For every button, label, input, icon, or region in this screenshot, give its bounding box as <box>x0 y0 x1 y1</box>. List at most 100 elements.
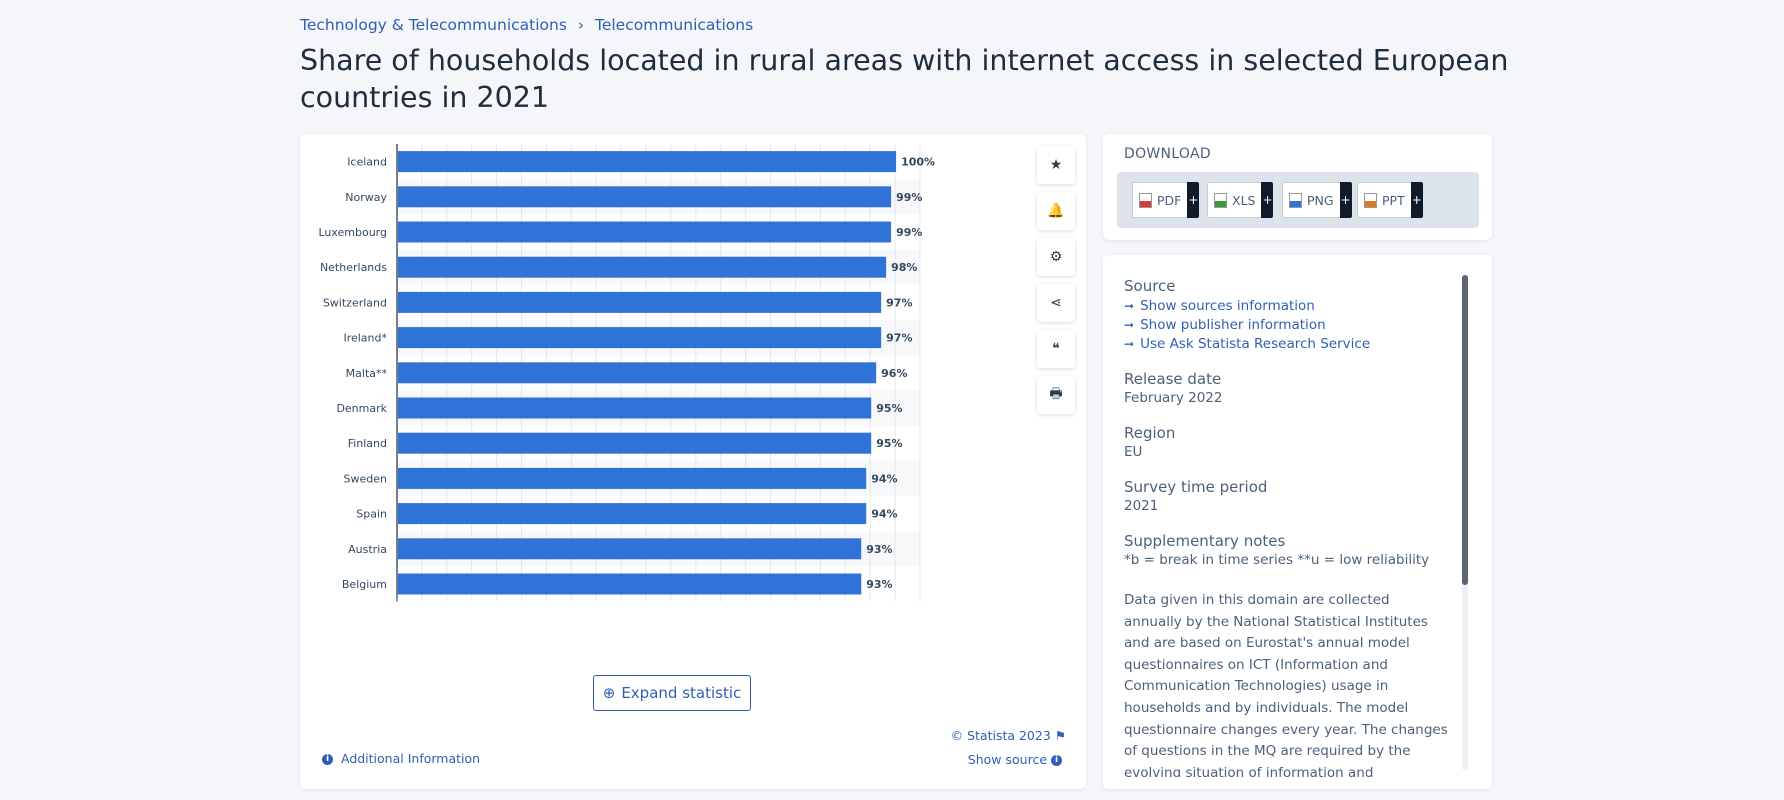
breadcrumb-category-link[interactable]: Technology & Telecommunications <box>300 16 567 34</box>
show-source-link[interactable]: Show source i <box>968 752 1066 767</box>
breadcrumb-separator: › <box>577 16 585 34</box>
pdf-file-icon <box>1139 192 1152 208</box>
download-ppt-button[interactable]: PPT + <box>1357 182 1423 218</box>
download-options-button[interactable]: + <box>1187 182 1200 218</box>
bar[interactable] <box>398 256 887 278</box>
category-label: Netherlands <box>320 261 387 274</box>
category-label: Norway <box>345 191 387 204</box>
xls-file-icon <box>1214 192 1227 208</box>
show-source-label: Show source <box>967 752 1048 767</box>
bar[interactable] <box>398 503 867 525</box>
bar[interactable] <box>398 327 882 349</box>
quote-button[interactable]: ❝ <box>1037 330 1075 368</box>
copyright-link[interactable]: © Statista 2023 ⚑ <box>951 728 1066 743</box>
category-label: Switzerland <box>323 296 387 309</box>
survey-period-value: 2021 <box>1124 498 1159 514</box>
category-label: Malta** <box>346 367 388 380</box>
download-title: DOWNLOAD <box>1124 146 1211 162</box>
gear-icon: ⚙ <box>1049 249 1063 265</box>
download-xls-main[interactable]: XLS <box>1207 182 1262 218</box>
survey-period-label: Survey time period <box>1124 478 1268 496</box>
category-label: Belgium <box>342 578 387 591</box>
bar[interactable] <box>398 362 877 384</box>
download-format-label: PDF <box>1157 192 1182 208</box>
quote-icon: ❝ <box>1052 341 1060 357</box>
download-pdf-button[interactable]: PDF + <box>1132 182 1200 218</box>
release-date-value: February 2022 <box>1124 390 1223 406</box>
gear-button[interactable]: ⚙ <box>1037 238 1075 276</box>
bar[interactable] <box>398 467 867 489</box>
link-label: Show publisher information <box>1140 317 1326 333</box>
data-label: 95% <box>876 437 902 450</box>
share-icon: ⋖ <box>1050 295 1062 311</box>
data-label: 93% <box>866 543 892 556</box>
bar[interactable] <box>398 432 872 454</box>
data-label: 94% <box>871 508 897 521</box>
category-label: Sweden <box>344 472 387 485</box>
star-button[interactable]: ★ <box>1037 146 1075 184</box>
download-png-main[interactable]: PNG <box>1282 182 1340 218</box>
breadcrumb-subcategory-link[interactable]: Telecommunications <box>595 16 754 34</box>
breadcrumb: Technology & Telecommunications › Teleco… <box>300 16 753 34</box>
bell-button[interactable]: 🔔 <box>1037 192 1075 230</box>
print-icon: 🖶 <box>1049 386 1063 402</box>
category-label: Iceland <box>347 156 387 169</box>
page-title: Share of households located in rural are… <box>300 44 1509 114</box>
bar[interactable] <box>398 538 862 560</box>
info-scrollbar[interactable] <box>1462 275 1468 770</box>
supplementary-notes-label: Supplementary notes <box>1124 532 1286 550</box>
arrow-right-icon: ➞ <box>1124 318 1135 332</box>
region-label: Region <box>1124 424 1176 442</box>
category-label: Ireland* <box>343 332 387 345</box>
print-button[interactable]: 🖶 <box>1037 376 1075 414</box>
additional-information-label: Additional Information <box>340 751 481 766</box>
download-card: DOWNLOAD PDF + XLS + PNG + PPT + <box>1103 134 1492 240</box>
data-label: 96% <box>881 367 907 380</box>
download-options-button[interactable]: + <box>1261 182 1274 218</box>
ask-statista-research-link[interactable]: ➞ Use Ask Statista Research Service <box>1124 336 1449 352</box>
bar[interactable] <box>398 221 892 243</box>
category-label: Finland <box>348 437 387 450</box>
category-label: Denmark <box>336 402 387 415</box>
copyright-text: © Statista 2023 <box>950 728 1051 743</box>
download-png-button[interactable]: PNG + <box>1282 182 1352 218</box>
download-format-label: XLS <box>1232 192 1256 208</box>
link-label: Use Ask Statista Research Service <box>1140 336 1371 352</box>
star-icon: ★ <box>1049 157 1063 173</box>
download-options-button[interactable]: + <box>1410 182 1423 218</box>
data-label: 97% <box>886 332 912 345</box>
data-label: 98% <box>891 261 917 274</box>
download-xls-button[interactable]: XLS + <box>1207 182 1274 218</box>
bar[interactable] <box>398 573 862 595</box>
info-icon: i <box>1051 755 1062 766</box>
category-label: Spain <box>356 508 387 521</box>
source-label: Source <box>1124 277 1176 295</box>
region-value: EU <box>1124 444 1143 460</box>
data-label: 97% <box>886 296 912 309</box>
download-pdf-main[interactable]: PDF <box>1132 182 1188 218</box>
show-publisher-information-link[interactable]: ➞ Show publisher information <box>1124 317 1449 333</box>
flag-icon: ⚑ <box>1054 728 1066 743</box>
info-icon: i <box>322 754 333 765</box>
bar[interactable] <box>398 397 872 419</box>
download-ppt-main[interactable]: PPT <box>1357 182 1411 218</box>
download-format-label: PNG <box>1307 192 1334 208</box>
show-sources-information-link[interactable]: ➞ Show sources information <box>1124 298 1449 314</box>
additional-information-link[interactable]: i Additional Information <box>322 751 480 766</box>
category-label: Luxembourg <box>318 226 387 239</box>
bar[interactable] <box>398 291 882 313</box>
bar[interactable] <box>398 151 897 173</box>
share-button[interactable]: ⋖ <box>1037 284 1075 322</box>
download-buttons: PDF + XLS + PNG + PPT + <box>1117 172 1479 228</box>
ppt-file-icon <box>1364 192 1377 208</box>
info-card: Source ➞ Show sources information ➞ Show p… <box>1103 255 1492 789</box>
bar[interactable] <box>398 186 892 208</box>
data-label: 93% <box>866 578 892 591</box>
supplementary-notes-value: *b = break in time series **u = low reli… <box>1124 552 1430 568</box>
expand-statistic-button[interactable]: ⊕ Expand statistic <box>593 675 751 711</box>
download-options-button[interactable]: + <box>1339 182 1352 218</box>
arrow-right-icon: ➞ <box>1124 337 1135 351</box>
expand-statistic-label: Expand statistic <box>621 684 742 702</box>
scrollbar-thumb[interactable] <box>1462 275 1468 585</box>
link-label: Show sources information <box>1140 298 1315 314</box>
